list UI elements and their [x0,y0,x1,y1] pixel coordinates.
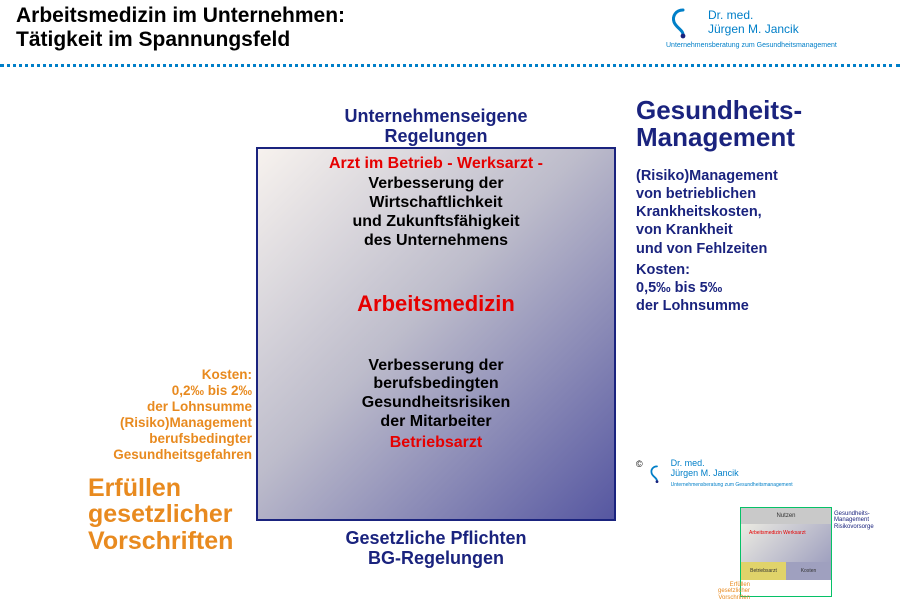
tl-l3: Vorschriften [718,595,750,601]
right-body: (Risiko)Management von betrieblichen Kra… [636,167,778,258]
logo-subtitle: Unternehmensberatung zum Gesundheitsmana… [666,42,876,49]
thumb-label-left: Erfüllen gesetzlicher Vorschriften [702,582,750,601]
box-center: Arbeitsmedizin [272,291,600,317]
diagram-stage: Unternehmenseigene Regelungen Gesundheit… [0,67,900,612]
page-title: Arbeitsmedizin im Unternehmen: Tätigkeit… [16,4,345,52]
right-body-l4: von Krankheit [636,222,733,238]
box-lower-l1: Verbesserung der [368,357,503,374]
bottom-axis-label: Gesetzliche Pflichten BG-Regelungen [256,529,616,569]
tr-l3: Risikovorsorge [834,524,874,530]
left-cost-l2: 0,2‰ bis 2‰ [172,383,252,398]
box-role-bottom: Betriebsarzt [272,434,600,452]
box-lower: Verbesserung der berufsbedingten Gesundh… [272,357,600,433]
thumb-mid: Arbeitsmedizin Werksarzt [741,524,831,562]
left-body: (Risiko)Management berufsbedingter Gesun… [60,415,252,464]
bottom-axis-l1: Gesetzliche Pflichten [345,528,526,548]
box-lower-l4: der Mitarbeiter [380,413,491,430]
right-heading: Gesundheits- Management [636,97,802,152]
thumb-label-right: Gesundheits- Management Risikovorsorge [834,511,874,530]
box-upper: Verbesserung der Wirtschaftlichkeit und … [272,175,600,251]
box-role-top: Arzt im Betrieb - Werksarzt - [272,155,600,173]
tl-l1: Erfüllen [730,582,750,588]
left-head-l3: Vorschriften [88,527,233,555]
title-line1: Arbeitsmedizin im Unternehmen: [16,4,345,27]
left-cost-l1: Kosten: [202,367,252,382]
thumb-bot1: Betriebsarzt [741,562,786,580]
right-head-l1: Gesundheits- [636,95,802,125]
box-upper-l3: und Zukunftsfähigkeit [352,213,519,230]
right-cost-l1: Kosten: [636,262,690,278]
box-upper-l1: Verbesserung der [368,175,503,192]
logo-name-l1: Dr. med. [708,8,753,22]
mini-sub: Unternehmensberatung zum Gesundheitsmana… [671,482,793,488]
right-body-l5: und von Fehlzeiten [636,241,767,257]
left-head-l1: Erfüllen [88,474,181,502]
title-line2: Tätigkeit im Spannungsfeld [16,28,290,51]
left-body-l1: (Risiko)Management [120,415,252,430]
center-box: Arzt im Betrieb - Werksarzt - Verbesseru… [256,147,616,521]
tr-l2: Management [834,517,869,523]
thumb-top: Nutzen [741,508,831,524]
thumb-bottom: Betriebsarzt Kosten [741,562,831,580]
bottom-axis-l2: BG-Regelungen [368,548,504,568]
thumb-bot2: Kosten [786,562,831,580]
box-upper-l2: Wirtschaftlichkeit [369,194,502,211]
logo-name-l2: Jürgen M. Jancik [708,22,799,36]
thumbnail-diagram: Nutzen Arbeitsmedizin Werksarzt Betriebs… [740,507,832,597]
mini-logo-name: Dr. med. Jürgen M. Jancik Unternehmensbe… [671,459,793,489]
left-body-l3: Gesundheitsgefahren [113,447,252,462]
tl-l2: gesetzlicher [718,588,750,594]
logo-icon [666,6,700,40]
mini-name-l1: Dr. med. [671,458,705,468]
top-axis-l1: Unternehmenseigene [344,106,527,126]
right-cost-l2: 0,5‰ bis 5‰ [636,280,722,296]
left-body-l2: berufsbedingter [149,431,252,446]
header: Arbeitsmedizin im Unternehmen: Tätigkeit… [0,0,900,67]
right-body-l1: (Risiko)Management [636,168,778,184]
top-axis-l2: Regelungen [384,126,487,146]
left-head-l2: gesetzlicher [88,500,233,528]
thumb-mid-text: Arbeitsmedizin Werksarzt [749,530,806,536]
right-head-l2: Management [636,122,795,152]
right-body-l3: Krankheitskosten, [636,204,762,220]
mini-logo: © Dr. med. Jürgen M. Jancik Unternehmens… [636,459,793,489]
left-cost: Kosten: 0,2‰ bis 2‰ der Lohnsumme [96,367,252,416]
logo-name: Dr. med. Jürgen M. Jancik [708,9,799,37]
left-cost-l3: der Lohnsumme [147,399,252,414]
left-heading: Erfüllen gesetzlicher Vorschriften [88,475,233,554]
box-upper-l4: des Unternehmens [364,232,508,249]
right-cost: Kosten: 0,5‰ bis 5‰ der Lohnsumme [636,261,749,315]
right-body-l2: von betrieblichen [636,186,756,202]
mini-name-l2: Jürgen M. Jancik [671,468,739,478]
mini-logo-icon [647,464,667,484]
top-axis-label: Unternehmenseigene Regelungen [256,107,616,147]
header-logo: Dr. med. Jürgen M. Jancik Unternehmensbe… [666,6,876,49]
copyright-symbol: © [636,459,643,469]
tr-l1: Gesundheits- [834,511,870,517]
box-lower-l2: berufsbedingten [373,375,498,392]
box-lower-l3: Gesundheitsrisiken [362,394,511,411]
right-cost-l3: der Lohnsumme [636,298,749,314]
